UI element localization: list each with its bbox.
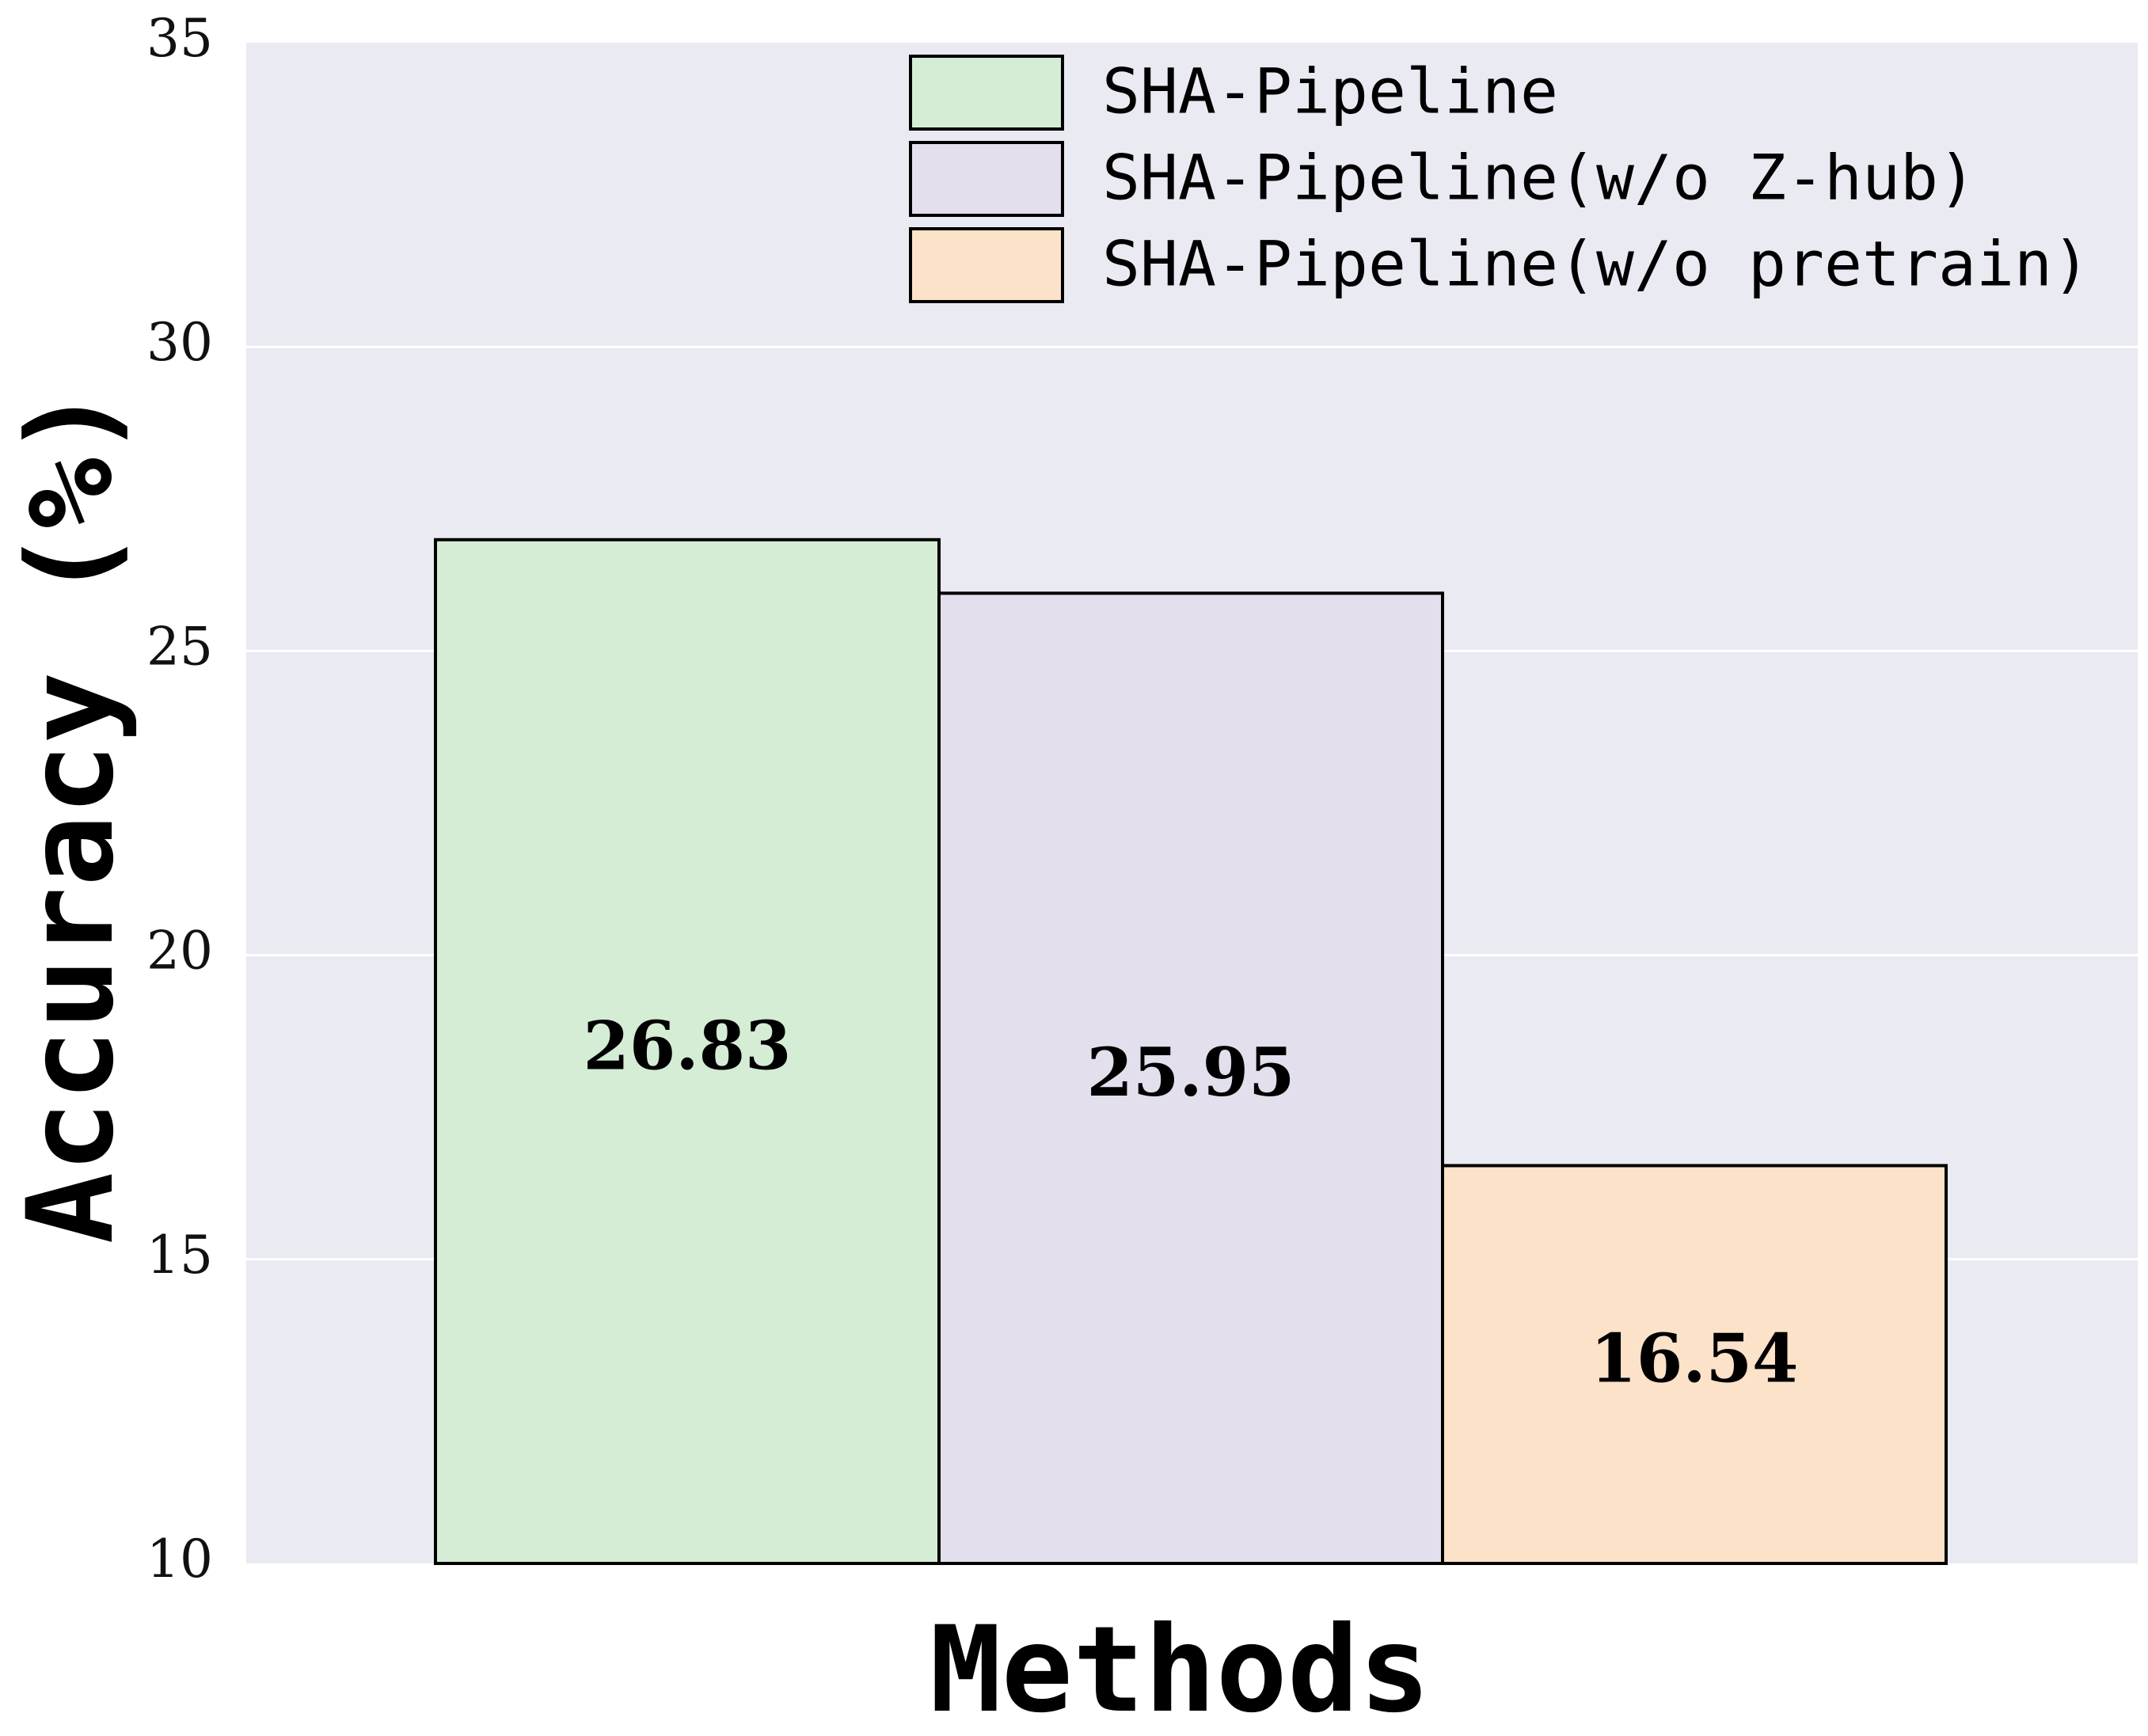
bars-layer xyxy=(434,538,1948,1566)
x-axis-title: Methods xyxy=(930,1601,1430,1736)
legend-label: SHA-Pipeline(w/o pretrain) xyxy=(1102,229,2090,300)
y-tick-label: 10 xyxy=(146,1529,213,1590)
bar-3 xyxy=(1441,1164,1948,1566)
bar-value-label: 26.83 xyxy=(583,1006,791,1085)
legend-swatch xyxy=(909,227,1064,303)
bar-labels-layer: 26.83 25.95 16.54 xyxy=(583,1006,1798,1397)
bar-1 xyxy=(434,538,941,1565)
y-tick-label: 15 xyxy=(146,1225,213,1286)
y-tick-label: 20 xyxy=(146,921,213,982)
y-tick-label: 30 xyxy=(146,312,213,373)
legend-swatch xyxy=(909,141,1064,217)
legend-swatch xyxy=(909,55,1064,131)
legend-label: SHA-Pipeline xyxy=(1102,56,1558,127)
legend: SHA-Pipeline SHA-Pipeline(w/o Z-hub) SHA-P… xyxy=(909,55,2090,303)
y-tick-label: 25 xyxy=(146,616,213,677)
legend-label: SHA-Pipeline(w/o Z-hub) xyxy=(1102,142,1976,214)
bar-value-label: 16.54 xyxy=(1590,1320,1798,1398)
y-axis-ticks: 10 15 20 25 30 35 xyxy=(146,8,213,1590)
y-axis-title: Accuracy (%) xyxy=(2,386,140,1244)
y-tick-label: 35 xyxy=(146,8,213,69)
bar-value-label: 25.95 xyxy=(1086,1033,1295,1111)
bar-2 xyxy=(937,591,1444,1565)
